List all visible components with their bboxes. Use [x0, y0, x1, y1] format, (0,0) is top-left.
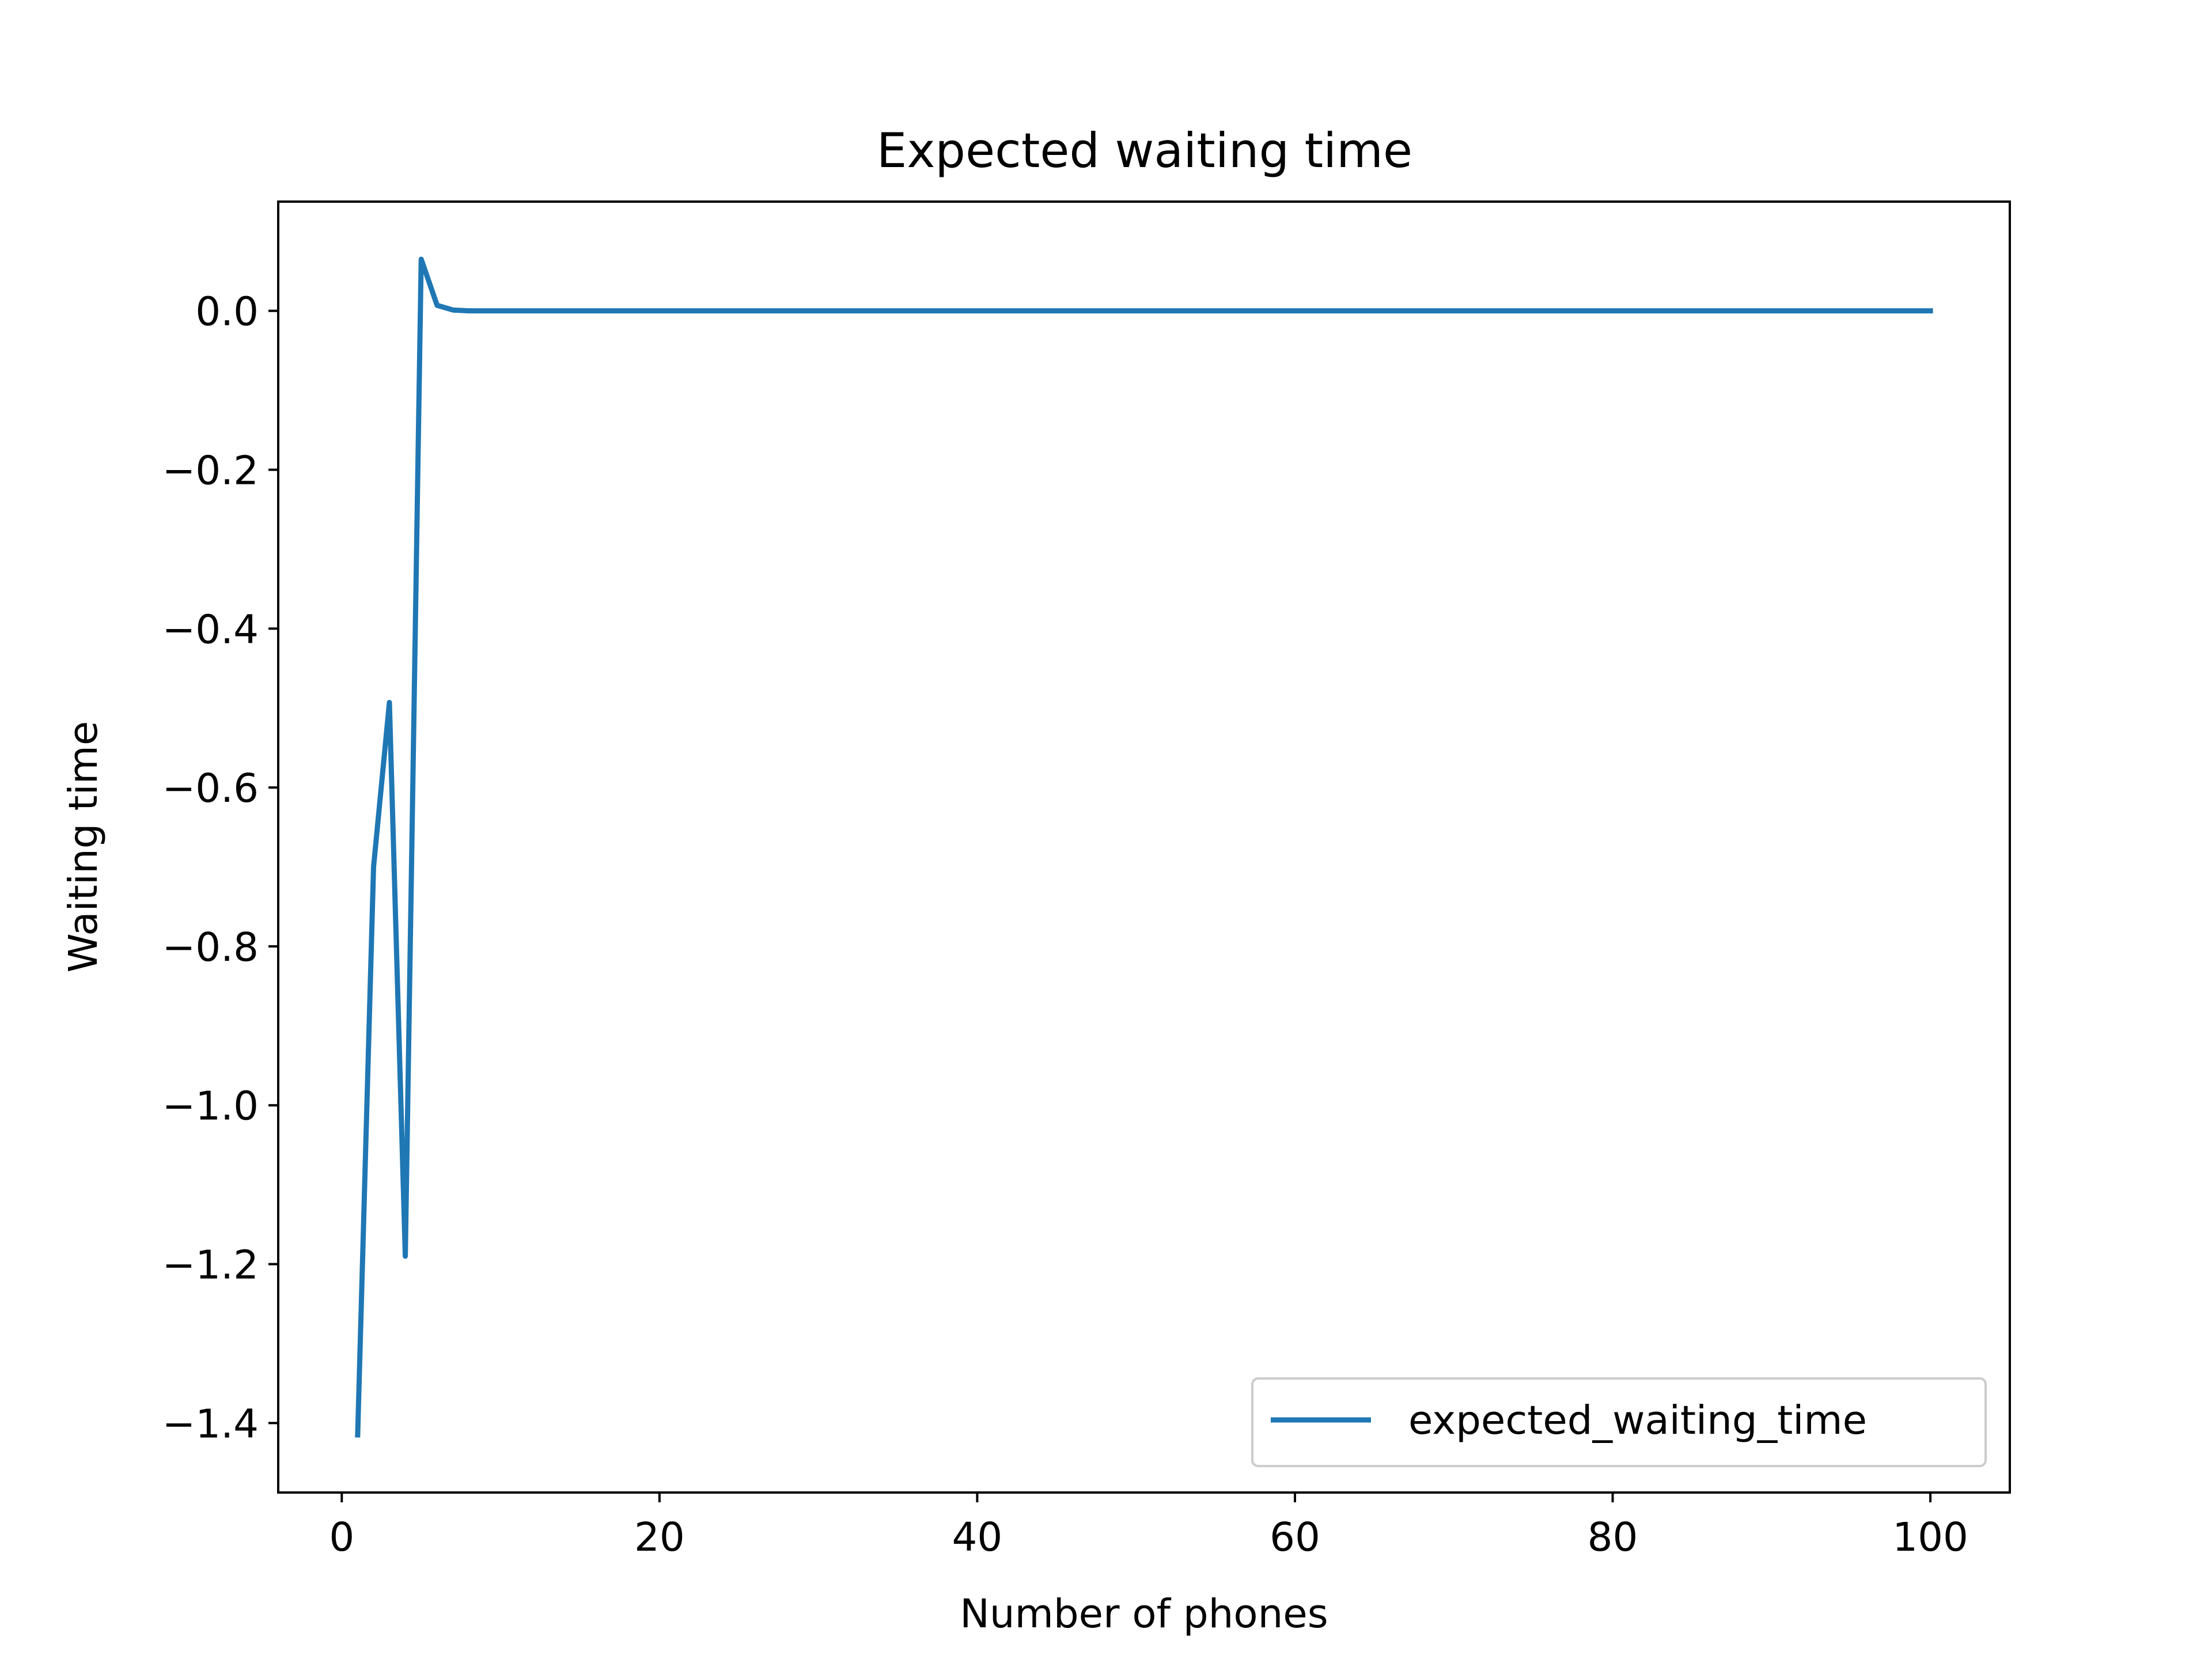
- series-layer: [355, 256, 1933, 1438]
- y-tick-label: −1.2: [162, 1243, 259, 1289]
- plot-background: [278, 202, 2010, 1493]
- y-tick-label: −0.6: [162, 766, 259, 812]
- y-axis: 0.0 −0.2 −0.4 −0.6 −0.8 −1.0 −1.2 −1.4: [162, 289, 278, 1447]
- legend-box: [1251, 1377, 1987, 1467]
- y-tick-label: −0.8: [162, 925, 259, 971]
- y-axis-label: Waiting time: [60, 721, 107, 973]
- x-tick-label: 60: [1270, 1514, 1320, 1560]
- x-tick-label: 40: [952, 1514, 1003, 1560]
- chart-title: Expected waiting time: [877, 123, 1412, 179]
- x-tick-label: 0: [329, 1514, 354, 1560]
- y-tick-label: −1.0: [162, 1084, 259, 1130]
- x-tick-label: 80: [1588, 1514, 1638, 1560]
- legend: expected_waiting_time: [1251, 1377, 1987, 1467]
- x-tick-label: 20: [634, 1514, 685, 1560]
- plot-frame: [277, 200, 2011, 1494]
- y-tick-label: −0.2: [162, 448, 259, 494]
- legend-entry-expected-waiting-time: expected_waiting_time: [1408, 1397, 1867, 1444]
- x-tick-label: 100: [1892, 1514, 1968, 1560]
- plot-area: [277, 200, 2011, 1494]
- x-axis: 0 20 40 60 80 100: [329, 1493, 1968, 1560]
- y-tick-label: −0.4: [162, 607, 259, 653]
- x-axis-label: Number of phones: [960, 1591, 1328, 1637]
- y-tick-label: 0.0: [195, 289, 259, 335]
- y-tick-label: −1.4: [162, 1401, 259, 1447]
- series-line-expected-waiting-time: [355, 256, 1933, 1438]
